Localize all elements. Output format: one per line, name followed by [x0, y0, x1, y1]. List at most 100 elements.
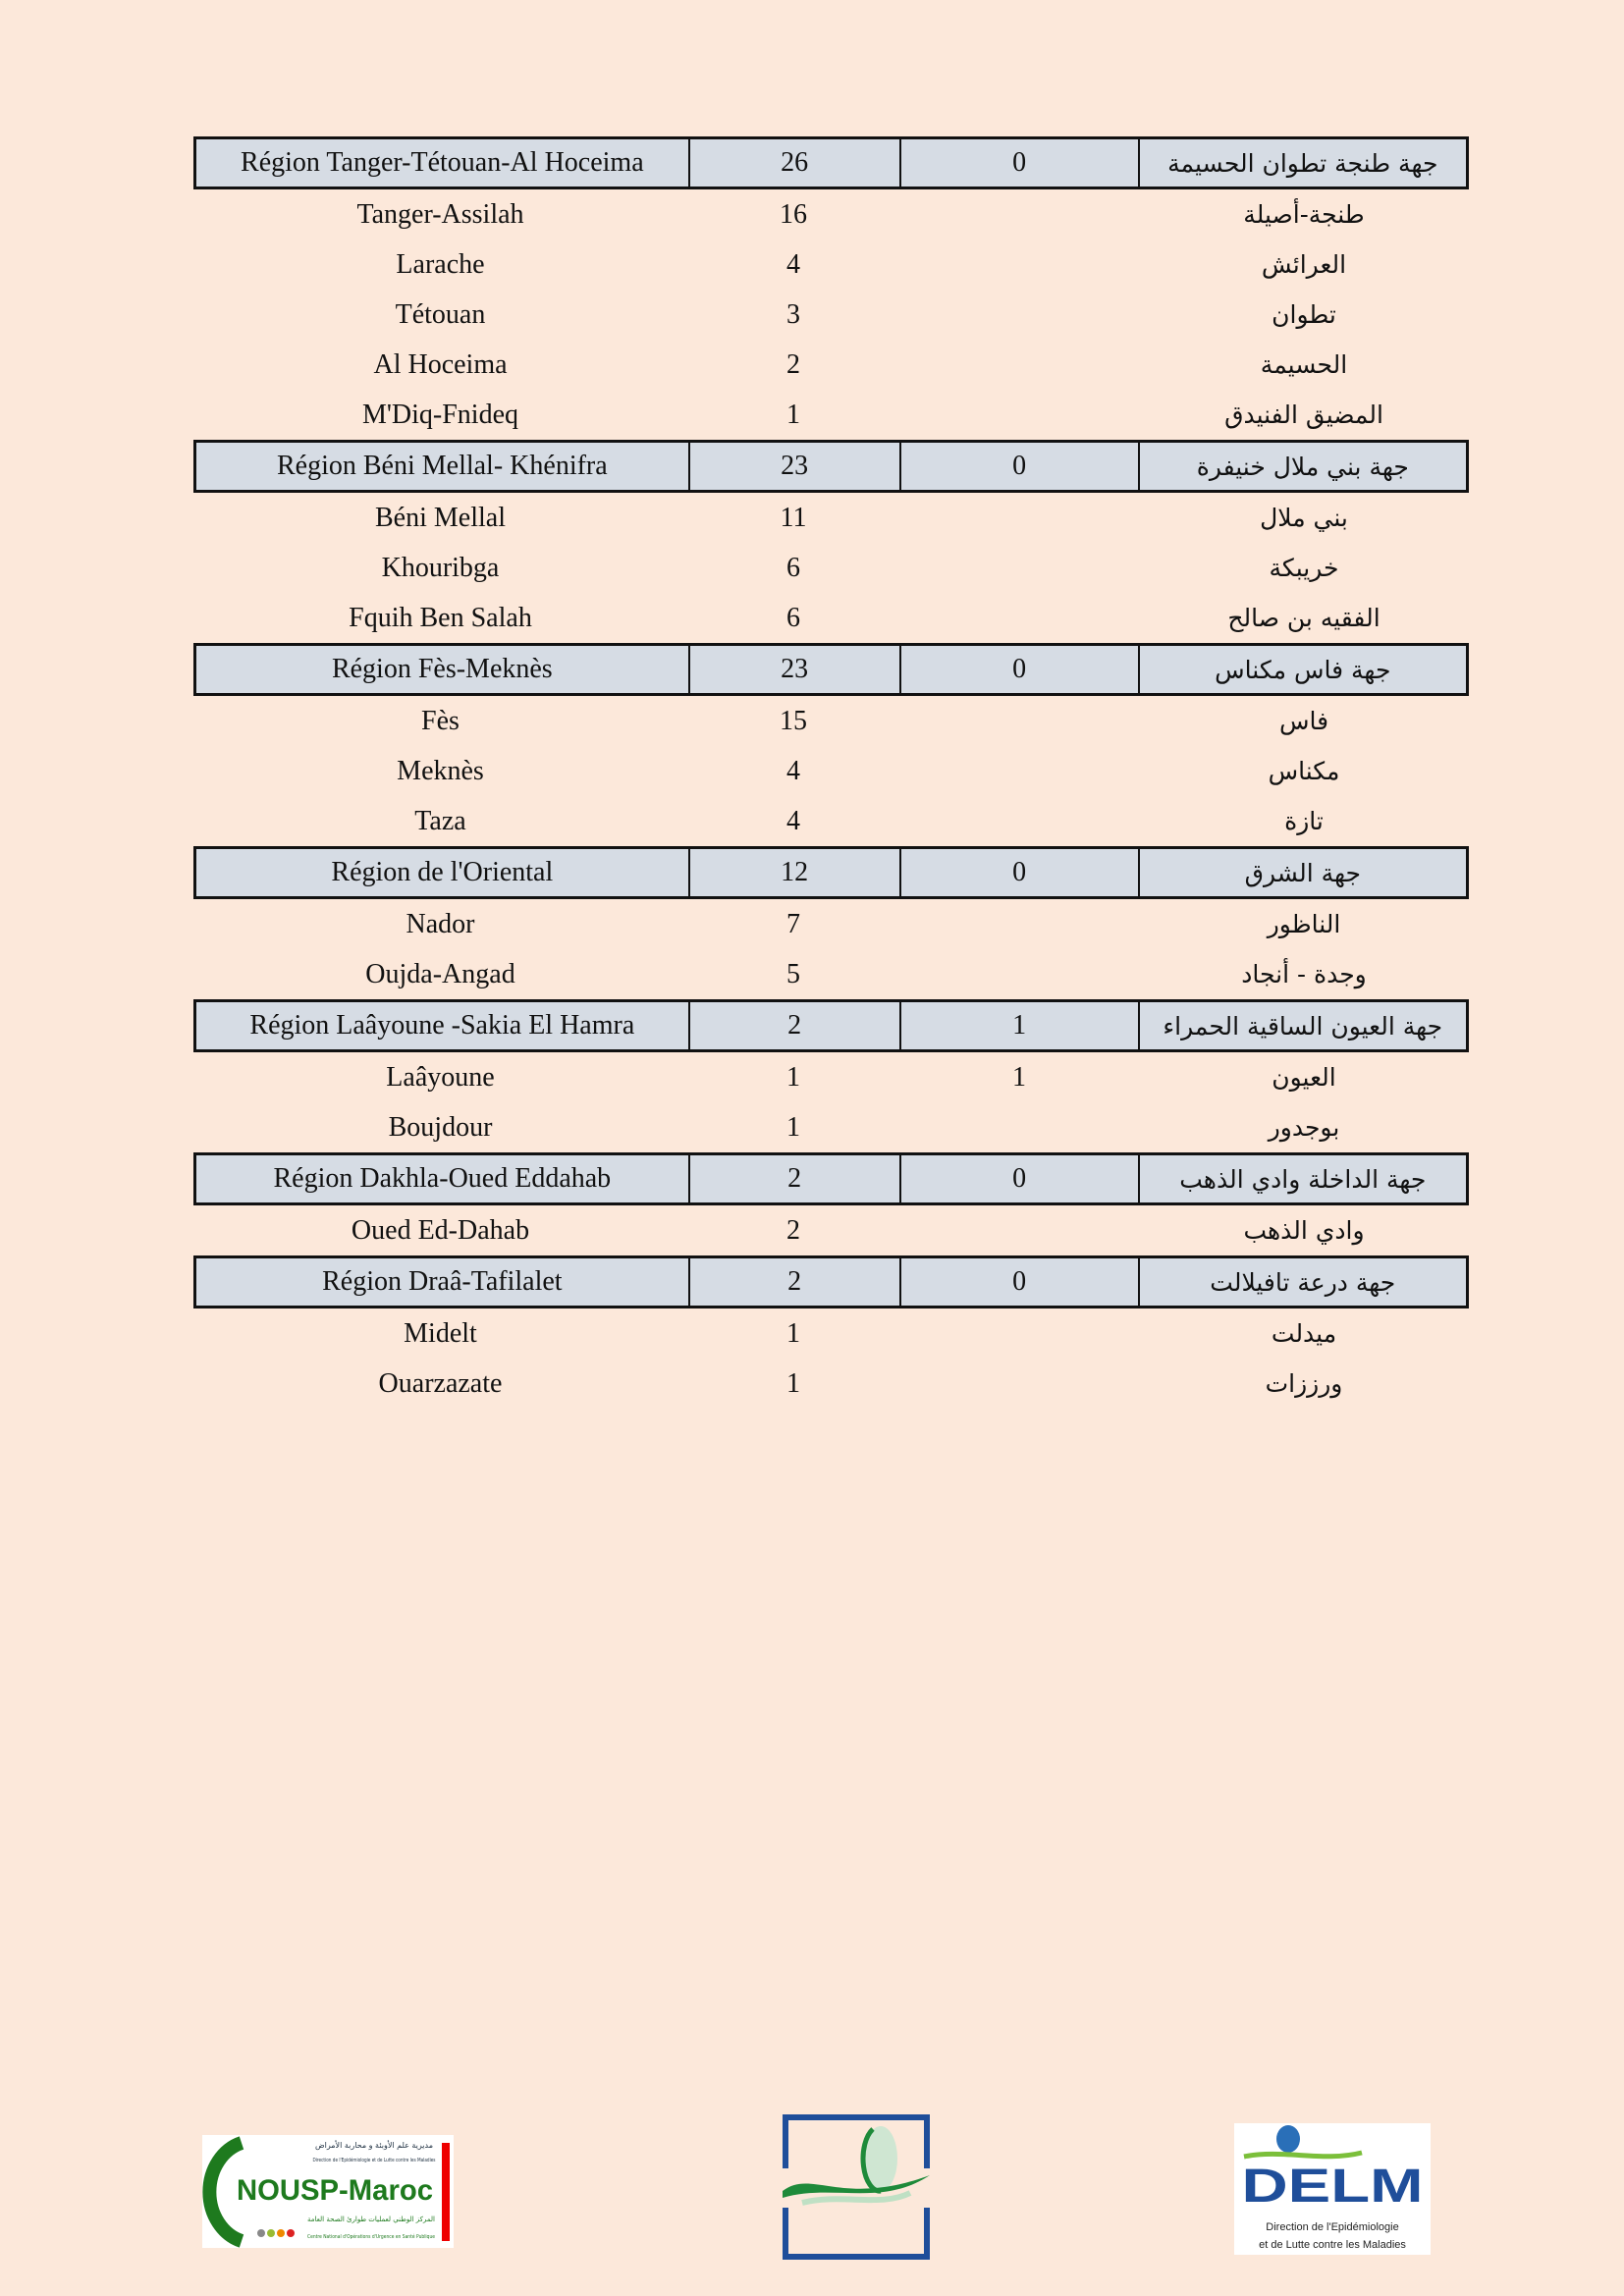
province-count: 15 [780, 705, 807, 736]
logo-delm-subtitle-2: et de Lutte contre les Maladies [1259, 2239, 1406, 2251]
region-name-ar: جهة الشرق [1137, 849, 1466, 896]
region-name-fr: Région Béni Mellal- Khénifra [276, 451, 608, 481]
province-count: 5 [786, 958, 800, 989]
region-total: 26 [687, 139, 899, 187]
province-name-ar: العرائش [1261, 250, 1347, 279]
province-name-ar: العيون [1272, 1063, 1336, 1092]
province-name-fr: Tanger-Assilah [356, 198, 524, 230]
province-name-fr: Meknès [397, 755, 484, 786]
region-header-row: Région Tanger-Tétouan-Al Hoceima 26 0 جهة ط… [193, 136, 1469, 189]
logo-arabic-bottom: المركز الوطني لعمليات طوارئ الصحة العامة [307, 2216, 435, 2223]
region-total: 2 [687, 1002, 899, 1049]
province-count: 16 [780, 198, 807, 230]
province-row: Oued Ed-Dahab 2 وادي الذهب [193, 1205, 1469, 1255]
region-col3-value: 0 [898, 443, 1138, 490]
province-name-ar: الناظور [1267, 910, 1341, 938]
province-row: Oujda-Angad 5 وجدة - أنجاد [193, 949, 1469, 999]
province-count: 2 [786, 348, 800, 380]
region-total: 12 [687, 849, 899, 896]
province-name-fr: Larache [396, 248, 485, 280]
province-count: 6 [786, 552, 800, 583]
province-name-ar: وجدة - أنجاد [1241, 960, 1367, 988]
province-count: 7 [786, 908, 800, 939]
province-row: Fès 15 فاس [193, 696, 1469, 746]
region-total: 2 [687, 1258, 899, 1306]
province-count: 6 [786, 602, 800, 633]
region-total: 23 [687, 646, 899, 693]
region-total: 23 [687, 443, 899, 490]
region-col3-value: 0 [898, 139, 1138, 187]
region-header-row: Région Béni Mellal- Khénifra 23 0 جهة بني م… [193, 440, 1469, 493]
region-col3-value: 0 [898, 646, 1138, 693]
region-total: 2 [687, 1155, 899, 1202]
province-name-fr: Béni Mellal [375, 502, 506, 533]
province-name-ar: مكناس [1268, 757, 1340, 785]
province-name-fr: Oued Ed-Dahab [351, 1214, 530, 1246]
province-name-ar: الحسيمة [1260, 350, 1348, 379]
logo-french-bottom: Centre National d'Opérations d'Urgence e… [307, 2233, 435, 2240]
province-row: Midelt 1 ميدلت [193, 1308, 1469, 1359]
region-col3-value: 0 [898, 1258, 1138, 1306]
logo-french-top: Direction de l'Epidémiologie et de Lutte… [313, 2157, 436, 2163]
logo-arabic-top: مديرية علم الأوبئة و محاربة الأمراض [315, 2140, 433, 2150]
region-name-ar: جهة العيون الساقية الحمراء [1137, 1002, 1466, 1049]
province-name-ar: بني ملال [1260, 504, 1348, 532]
region-name-fr: Région Draâ-Tafilalet [322, 1266, 563, 1297]
province-name-fr: Oujda-Angad [365, 958, 515, 989]
region-col3-value: 0 [898, 1155, 1138, 1202]
region-header-row: Région Draâ-Tafilalet 2 0 جهة درعة تافيلالت [193, 1255, 1469, 1308]
region-header-row: Région Laâyoune -Sakia El Hamra 2 1 جهة الع… [193, 999, 1469, 1052]
region-header-row: Région Fès-Meknès 23 0 جهة فاس مكناس [193, 643, 1469, 696]
province-name-fr: Laâyoune [386, 1061, 495, 1093]
province-row: Fquih Ben Salah 6 الفقيه بن صالح [193, 593, 1469, 643]
logo-nousp-text: NOUSP-Maroc [237, 2174, 433, 2207]
province-count: 1 [786, 399, 800, 430]
province-name-ar: تازة [1284, 807, 1324, 835]
province-row: Larache 4 العرائش [193, 240, 1469, 290]
province-name-fr: Ouarzazate [378, 1367, 503, 1399]
province-row: Tanger-Assilah 16 طنجة-أصيلة [193, 189, 1469, 240]
province-name-fr: Fquih Ben Salah [349, 602, 532, 633]
province-count: 4 [786, 755, 800, 786]
region-name-fr: Région Fès-Meknès [331, 654, 553, 684]
province-row: Meknès 4 مكناس [193, 746, 1469, 796]
province-name-fr: Al Hoceima [373, 348, 508, 380]
logo-delm-text: DELM [1242, 2161, 1424, 2213]
province-row: M'Diq-Fnideq 1 المضيق الفنيدق [193, 390, 1469, 440]
province-col3-value: 1 [1012, 1061, 1026, 1093]
province-name-ar: خريبكة [1269, 554, 1339, 582]
province-count: 1 [786, 1367, 800, 1399]
province-row: Boujdour 1 بوجدور [193, 1102, 1469, 1152]
province-count: 11 [780, 502, 807, 533]
province-row: Al Hoceima 2 الحسيمة [193, 340, 1469, 390]
region-header-row: Région de l'Oriental 12 0 جهة الشرق [193, 846, 1469, 899]
region-name-ar: جهة فاس مكناس [1137, 646, 1466, 693]
province-name-ar: ورززات [1265, 1369, 1343, 1398]
province-name-fr: Boujdour [388, 1111, 493, 1143]
region-name-fr: Région Tanger-Tétouan-Al Hoceima [241, 147, 644, 178]
region-name-ar: جهة الداخلة وادي الذهب [1137, 1155, 1466, 1202]
region-col3-value: 1 [898, 1002, 1138, 1049]
province-name-ar: طنجة-أصيلة [1243, 200, 1365, 229]
province-count: 2 [786, 1214, 800, 1246]
region-name-ar: جهة طنجة تطوان الحسيمة [1137, 139, 1466, 187]
ministry-emblem-logo [783, 2114, 930, 2260]
province-count: 1 [786, 1317, 800, 1349]
nousp-maroc-logo: مديرية علم الأوبئة و محاربة الأمراض Dire… [202, 2135, 454, 2248]
province-name-fr: Midelt [404, 1317, 477, 1349]
province-row: Béni Mellal 11 بني ملال [193, 493, 1469, 543]
province-name-fr: M'Diq-Fnideq [361, 399, 519, 430]
province-name-ar: فاس [1278, 707, 1329, 735]
province-name-ar: المضيق الفنيدق [1224, 400, 1383, 429]
province-name-fr: Taza [414, 805, 466, 836]
province-name-fr: Tétouan [395, 298, 486, 330]
region-name-fr: Région de l'Oriental [331, 857, 554, 887]
regions-table: Région Tanger-Tétouan-Al Hoceima 26 0 جهة ط… [193, 136, 1469, 1409]
province-row: Nador 7 الناظور [193, 899, 1469, 949]
province-count: 4 [786, 805, 800, 836]
province-count: 1 [786, 1111, 800, 1143]
province-name-fr: Fès [421, 705, 460, 736]
province-name-ar: تطوان [1272, 300, 1336, 329]
province-name-ar: وادي الذهب [1243, 1216, 1365, 1245]
province-row: Tétouan 3 تطوان [193, 290, 1469, 340]
